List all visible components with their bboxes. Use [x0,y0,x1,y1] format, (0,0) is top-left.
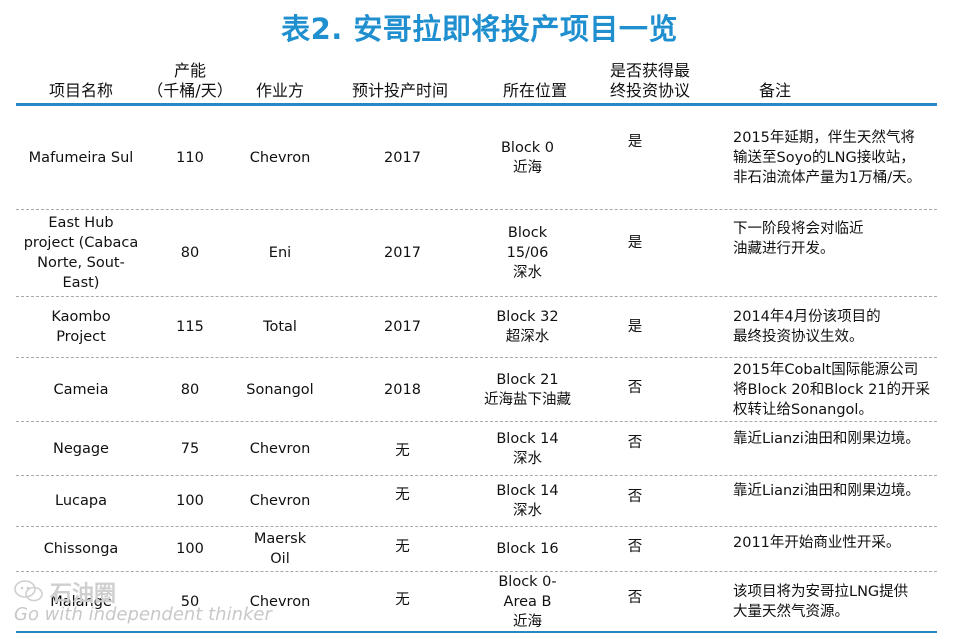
cell-fid-status: 否 [627,379,643,396]
cell-operator: Chevron [249,150,311,166]
cell-fid-status: 是 [627,319,643,335]
row-divider [16,209,937,210]
cell-project-name: Kaombo [51,309,111,325]
cell-start-time: 2018 [384,381,421,398]
cell-location: 15/06 [506,245,549,261]
cell-location: Block 16 [496,541,559,557]
header-location: 所在位置 [502,81,567,100]
cell-project-name: Malange [50,593,112,610]
cell-capacity: 115 [176,319,204,335]
cell-fid-status: 否 [627,589,643,606]
cell-remarks: 靠近Lianzi油田和刚果边境。 [733,483,920,499]
row-divider [16,526,937,527]
cell-project-name: project (Cabaca [23,235,139,251]
cell-remarks: 该项目将为安哥拉LNG提供 [733,583,909,600]
cell-project-name: Chissonga [43,541,119,557]
cell-start-time: 2017 [384,245,421,261]
cell-remarks: 2015年Cobalt国际能源公司 [733,361,919,378]
cell-location: 超深水 [505,329,550,345]
cell-fid-status: 是 [627,235,643,251]
cell-location: Block 14 [496,430,559,447]
cell-start-time: 无 [395,591,410,608]
cell-start-time: 无 [395,539,410,555]
watermark-logo: 石油圈 [50,582,117,607]
cell-location: 深水 [513,450,542,467]
cell-project-name: Project [56,329,106,345]
cell-location: 近海 [513,613,542,630]
cell-project-name: East Hub [48,215,114,231]
cell-location: Block 32 [496,309,559,325]
cell-operator: Maersk [253,531,307,547]
cell-remarks: 2015年延期，伴生天然气将 [733,130,915,146]
cell-project-name: Negage [53,440,109,457]
cell-location: Block [507,225,548,241]
cell-project-name: Cameia [53,381,109,398]
cell-location: Block 14 [496,483,559,499]
cell-start-time: 无 [395,442,410,459]
cell-fid-status: 否 [627,489,643,505]
header-rule [16,103,937,106]
cell-capacity: 75 [180,440,200,457]
cell-remarks: 靠近Lianzi油田和刚果边境。 [733,430,920,447]
header-fid-line2: 终投资协议 [609,81,690,100]
cell-capacity: 80 [180,381,200,398]
bottom-rule [16,631,937,633]
cell-start-time: 无 [395,487,410,503]
cell-operator: Eni [268,245,292,261]
cell-remarks: 下一阶段将会对临近 [733,221,864,237]
cell-location: Block 0- [498,573,557,590]
cell-location: Block 21 [496,371,559,388]
cell-remarks: 权转让给Sonangol。 [733,401,873,418]
cell-location: Area B [503,593,552,610]
row-divider [16,357,937,358]
cell-operator: Chevron [249,593,311,610]
cell-capacity: 50 [180,593,200,610]
cell-remarks: 将Block 20和Block 21的开采 [733,381,931,398]
cell-fid-status: 否 [627,539,643,555]
header-name: 项目名称 [48,81,113,100]
cell-location: 深水 [513,503,542,519]
header-fid-line1: 是否获得最 [609,61,690,80]
cell-remarks: 2011年开始商业性开采。 [733,535,901,551]
cell-project-name: Lucapa [55,493,107,509]
cell-project-name: East) [62,275,100,291]
row-divider [16,475,937,476]
cell-operator: Sonangol [246,381,314,398]
cell-operator: Chevron [249,493,311,509]
cell-fid-status: 否 [627,434,643,451]
cell-start-time: 2017 [384,150,421,166]
cell-capacity: 80 [180,245,200,261]
header-start-time: 预计投产时间 [351,81,448,100]
cell-operator: Chevron [249,440,311,457]
cell-fid-status: 是 [627,134,643,150]
row-divider [16,571,937,572]
cell-remarks: 2014年4月份该项目的 [733,309,881,325]
cell-location: 深水 [513,265,542,281]
cell-location: Block 0 [500,140,555,156]
cell-project-name: Norte, Sout- [37,255,125,271]
cell-location: 近海 [513,160,542,176]
cell-remarks: 最终投资协议生效。 [733,329,864,345]
row-divider [16,296,937,297]
cell-remarks: 油藏进行开发。 [733,241,835,257]
header-operator: 作业方 [255,81,304,100]
cell-capacity: 100 [176,493,204,509]
header-capacity-line2: （千桶/天） [147,81,233,100]
wechat-icon [14,580,43,602]
row-divider [16,421,937,422]
cell-capacity: 110 [176,150,204,166]
cell-capacity: 100 [176,541,204,557]
cell-remarks: 输送至Soyo的LNG接收站， [733,150,915,166]
page-title: 表2. 安哥拉即将投产项目一览 [281,12,678,46]
cell-operator: Oil [270,551,290,567]
cell-remarks: 大量天然气资源。 [733,603,849,620]
header-capacity-line1: 产能 [173,61,206,80]
cell-start-time: 2017 [384,319,421,335]
header-remarks: 备注 [758,81,791,100]
cell-remarks: 非石油流体产量为1万桶/天。 [733,170,922,186]
cell-location: 近海盐下油藏 [484,391,571,408]
cell-operator: Total [263,319,297,335]
watermark-tagline: Go with independent thinker [14,604,272,625]
cell-project-name: Mafumeira Sul [28,150,134,166]
